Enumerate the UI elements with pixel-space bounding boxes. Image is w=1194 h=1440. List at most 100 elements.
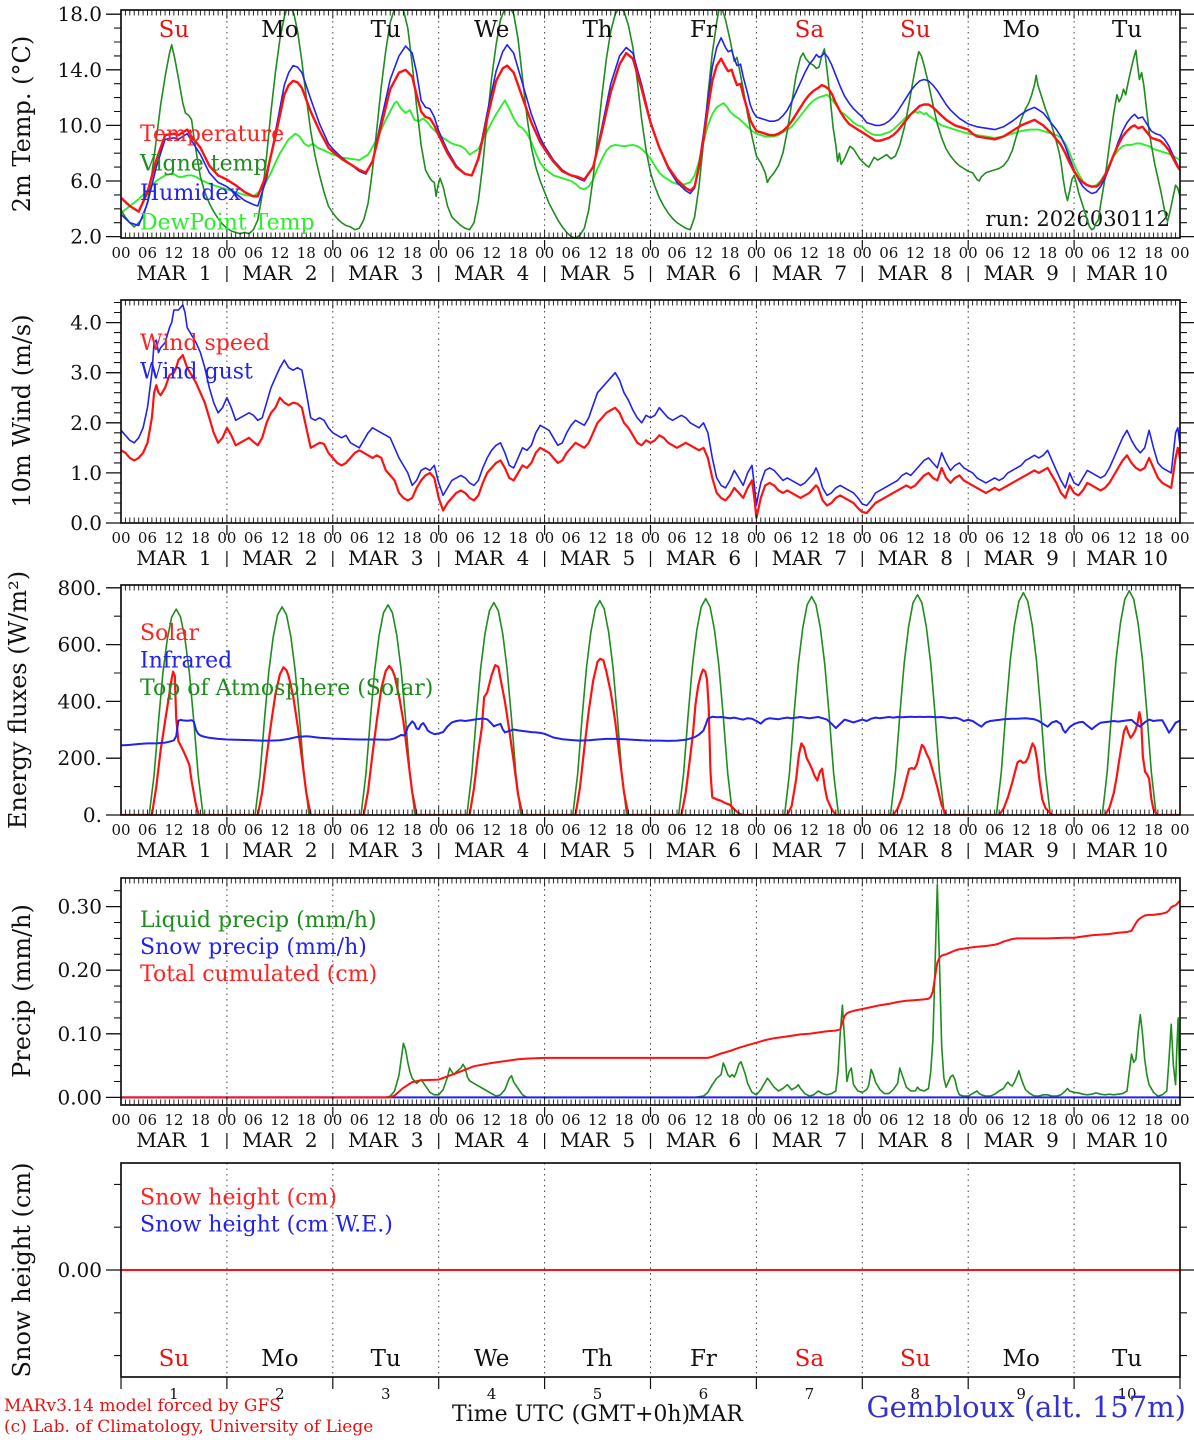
footer-model-credit: MARv3.14 model forced by GFS: [4, 1396, 281, 1416]
legend-wind-0: Wind speed: [140, 331, 270, 356]
hour-label: 12: [588, 821, 607, 839]
hour-label: 12: [694, 244, 713, 262]
day-number-label: 2: [275, 1385, 285, 1403]
hour-label: 18: [1038, 244, 1057, 262]
hour-label: 00: [853, 821, 872, 839]
hour-ticks-top: [120, 300, 1181, 309]
hour-label: 00: [1065, 529, 1084, 547]
day-name-top: Fr: [690, 17, 717, 43]
hour-label: 00: [1065, 1111, 1084, 1129]
legend-precip-0: Liquid precip (mm/h): [140, 908, 377, 933]
date-label: MAR 5: [560, 838, 635, 862]
hour-label: 06: [456, 1111, 475, 1129]
hour-label: 06: [1091, 529, 1110, 547]
hour-label: 18: [614, 529, 633, 547]
hour-label: 12: [164, 244, 183, 262]
day-separator-ticks: [226, 1107, 1075, 1149]
date-label: MAR 4: [454, 1128, 529, 1152]
date-label: MAR 2: [242, 261, 317, 285]
hour-label: 12: [270, 821, 289, 839]
date-label: MAR 7: [772, 546, 847, 570]
hour-label: 00: [1170, 529, 1189, 547]
legend-energy-1: Infrared: [140, 649, 232, 674]
day-name-bottom: Mo: [261, 1346, 298, 1372]
hour-label: 12: [800, 821, 819, 839]
hour-label: 18: [403, 244, 422, 262]
y-tick-label: 0.0: [70, 511, 102, 535]
date-label: MAR 8: [878, 546, 953, 570]
hour-label: 12: [164, 529, 183, 547]
hour-label: 12: [800, 529, 819, 547]
hour-label: 00: [111, 1111, 130, 1129]
legend-snow_height-1: Snow height (cm W.E.): [140, 1213, 393, 1238]
hour-label: 00: [747, 821, 766, 839]
day-name-bottom: Fr: [690, 1346, 717, 1372]
hour-label: 00: [429, 1111, 448, 1129]
hour-label: 00: [959, 529, 978, 547]
hour-label: 12: [1118, 1111, 1137, 1129]
hour-label: 06: [773, 244, 792, 262]
day-number-label: 7: [805, 1385, 815, 1403]
hour-label: 00: [853, 244, 872, 262]
y-axis-title-wind: 10m Wind (m/s): [8, 314, 36, 507]
date-label: MAR 6: [666, 546, 741, 570]
hour-label: 06: [879, 529, 898, 547]
hour-label: 00: [323, 244, 342, 262]
date-label: MAR 1: [136, 261, 211, 285]
hour-label: 06: [350, 821, 369, 839]
hour-label: 06: [562, 821, 581, 839]
date-label: MAR 3: [348, 1128, 423, 1152]
hour-label: 00: [217, 529, 236, 547]
hour-label: 00: [959, 244, 978, 262]
hour-label: 06: [667, 529, 686, 547]
day-name-bottom: Th: [582, 1346, 612, 1372]
hour-label: 12: [800, 244, 819, 262]
hour-label: 06: [244, 1111, 263, 1129]
hour-label: 12: [906, 821, 925, 839]
day-name-bottom: Mo: [1002, 1346, 1039, 1372]
hour-label: 18: [297, 1111, 316, 1129]
hour-label: 12: [270, 244, 289, 262]
y-ticks-major: [106, 905, 1194, 1099]
hour-label: 06: [138, 1111, 157, 1129]
date-label: MAR 1: [136, 1128, 211, 1152]
hour-label: 18: [509, 1111, 528, 1129]
hour-label: 00: [323, 529, 342, 547]
hour-label: 00: [217, 1111, 236, 1129]
y-tick-label: 0.30: [57, 895, 102, 919]
y-ticks-minor: [114, 890, 1187, 1083]
date-label: MAR 9: [983, 546, 1058, 570]
hour-label: 00: [429, 244, 448, 262]
hour-label: 06: [773, 1111, 792, 1129]
y-tick-label: 0.00: [57, 1258, 102, 1282]
hour-label: 18: [932, 529, 951, 547]
hour-label: 06: [879, 1111, 898, 1129]
hour-label: 06: [667, 244, 686, 262]
hour-label: 00: [959, 1111, 978, 1129]
hour-label: 06: [562, 1111, 581, 1129]
panel-series-temperature: [121, 10, 1180, 238]
hour-label: 18: [720, 1111, 739, 1129]
hour-label: 00: [535, 244, 554, 262]
series-speed: [121, 354, 1180, 520]
y-ticks-minor: [114, 301, 1187, 514]
hour-label: 00: [1170, 244, 1189, 262]
hour-label: 00: [217, 821, 236, 839]
hour-label: 18: [191, 244, 210, 262]
y-tick-label: 10.0: [57, 113, 102, 137]
day-name-top: Sa: [795, 17, 825, 43]
date-label: MAR 10: [1086, 546, 1168, 570]
day-name-bottom: Tu: [1112, 1346, 1142, 1372]
hour-label: 18: [932, 244, 951, 262]
hour-label: 18: [932, 1111, 951, 1129]
hour-label: 12: [906, 529, 925, 547]
hour-label: 18: [720, 244, 739, 262]
hour-label: 18: [614, 1111, 633, 1129]
date-label: MAR 1: [136, 838, 211, 862]
hour-label: 00: [959, 821, 978, 839]
day-name-bottom: Su: [900, 1346, 931, 1372]
hour-label: 00: [641, 244, 660, 262]
hour-label: 12: [482, 244, 501, 262]
hour-label: 06: [562, 244, 581, 262]
